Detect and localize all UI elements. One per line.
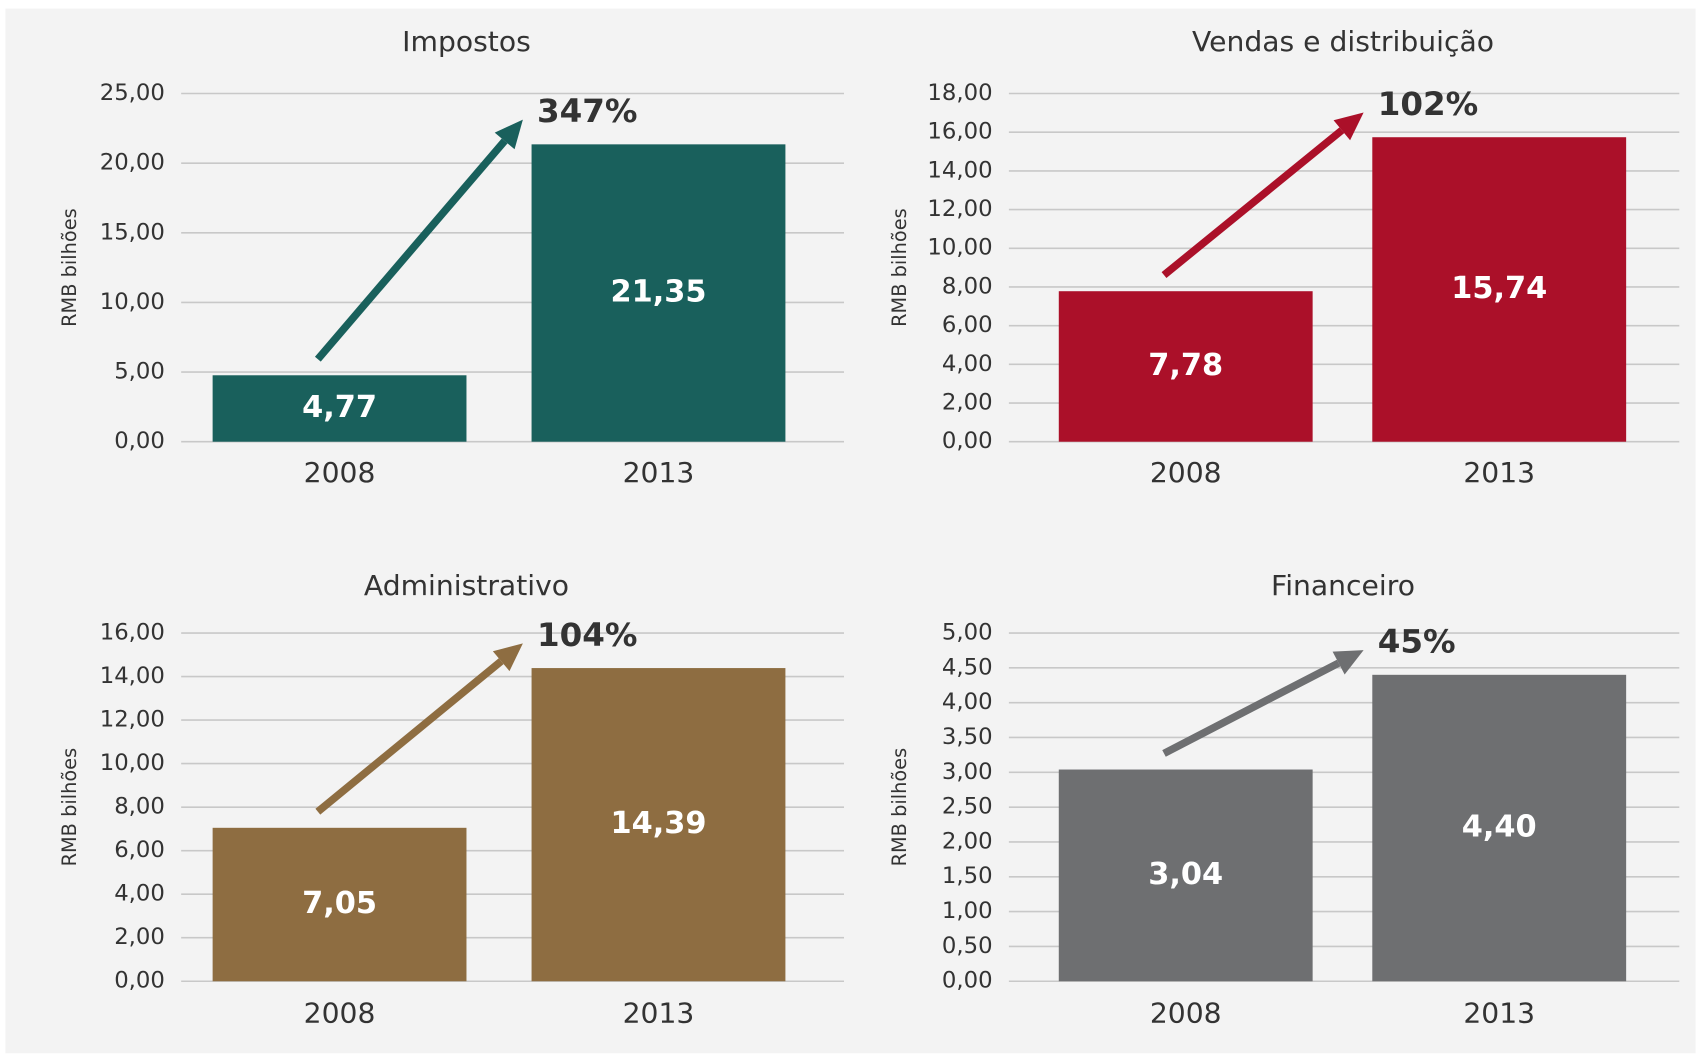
y-tick-label: 0,00 [114,968,165,994]
arrow-head [1332,650,1364,675]
bar [1372,674,1627,982]
arrow-head [492,643,523,672]
data-label: 21,35 [610,275,706,310]
bar [1058,769,1313,982]
bar [1058,291,1313,442]
x-tick-label: 2008 [1150,997,1222,1030]
data-label: 3,04 [1148,857,1223,892]
arrow [315,658,504,815]
annotation: 347% [537,92,637,130]
y-tick-label: 8,00 [114,794,165,820]
arrow [1162,659,1341,757]
x-tick-label: 2013 [1463,456,1535,489]
y-tick-label: 12,00 [927,196,992,222]
y-tick-label: 6,00 [114,837,165,863]
arrow-head [494,119,523,150]
y-tick-label: 8,00 [942,274,993,300]
y-tick-label: 4,00 [942,351,993,377]
y-tick-label: 1,50 [942,863,993,889]
data-label: 14,39 [610,806,706,841]
bar [212,375,467,442]
y-tick-label: 0,50 [942,933,993,959]
data-label: 4,77 [302,390,377,425]
data-label: 7,05 [302,886,377,921]
y-tick-label: 6,00 [942,312,993,338]
y-tick-label: 0,00 [942,428,993,454]
y-tick-label: 25,00 [100,80,165,106]
arrow [1161,127,1345,278]
y-tick-label: 14,00 [927,157,992,183]
y-axis-label: RMB bilhões [888,748,911,867]
chart-title: Vendas e distribuição [1192,25,1494,58]
y-tick-label: 4,00 [114,881,165,907]
y-axis-label: RMB bilhões [58,748,81,867]
y-tick-label: 4,00 [942,689,993,715]
y-tick-label: 3,00 [942,759,993,785]
x-tick-label: 2013 [623,997,695,1030]
x-tick-label: 2013 [1463,997,1535,1030]
data-label: 7,78 [1148,348,1223,383]
data-label: 4,40 [1462,810,1537,845]
y-tick-label: 2,50 [942,794,993,820]
y-tick-label: 2,00 [942,390,993,416]
y-tick-label: 10,00 [927,235,992,261]
bar [531,668,786,982]
y-tick-label: 15,00 [100,219,165,245]
chart-title: Financeiro [1271,569,1415,602]
bar [531,144,786,442]
y-tick-label: 0,00 [114,428,165,454]
y-tick-label: 1,00 [942,898,993,924]
y-tick-label: 3,50 [942,724,993,750]
x-tick-label: 2008 [304,997,376,1030]
x-tick-label: 2013 [623,456,695,489]
chart-title: Administrativo [364,569,569,602]
y-tick-label: 14,00 [100,663,165,689]
y-tick-label: 4,50 [942,654,993,680]
annotation: 102% [1378,85,1478,123]
bar [1372,137,1627,442]
arrow [314,138,508,362]
annotation: 45% [1378,623,1456,661]
y-tick-label: 2,00 [942,829,993,855]
y-tick-label: 20,00 [100,150,165,176]
y-tick-label: 18,00 [927,80,992,106]
chart-title: Impostos [402,25,531,58]
y-tick-label: 12,00 [100,707,165,733]
y-tick-label: 5,00 [942,620,993,646]
y-tick-label: 10,00 [100,289,165,315]
x-tick-label: 2008 [304,456,376,489]
y-tick-label: 16,00 [927,119,992,145]
y-tick-label: 16,00 [100,620,165,646]
y-tick-label: 2,00 [114,924,165,950]
annotation: 104% [537,616,637,654]
y-axis-label: RMB bilhões [888,208,911,327]
y-tick-label: 5,00 [114,359,165,385]
bar [212,827,467,982]
y-tick-label: 0,00 [942,968,993,994]
x-tick-label: 2008 [1150,456,1222,489]
arrow-head [1333,112,1364,141]
data-label: 15,74 [1451,271,1547,306]
y-tick-label: 10,00 [100,750,165,776]
y-axis-label: RMB bilhões [58,208,81,327]
